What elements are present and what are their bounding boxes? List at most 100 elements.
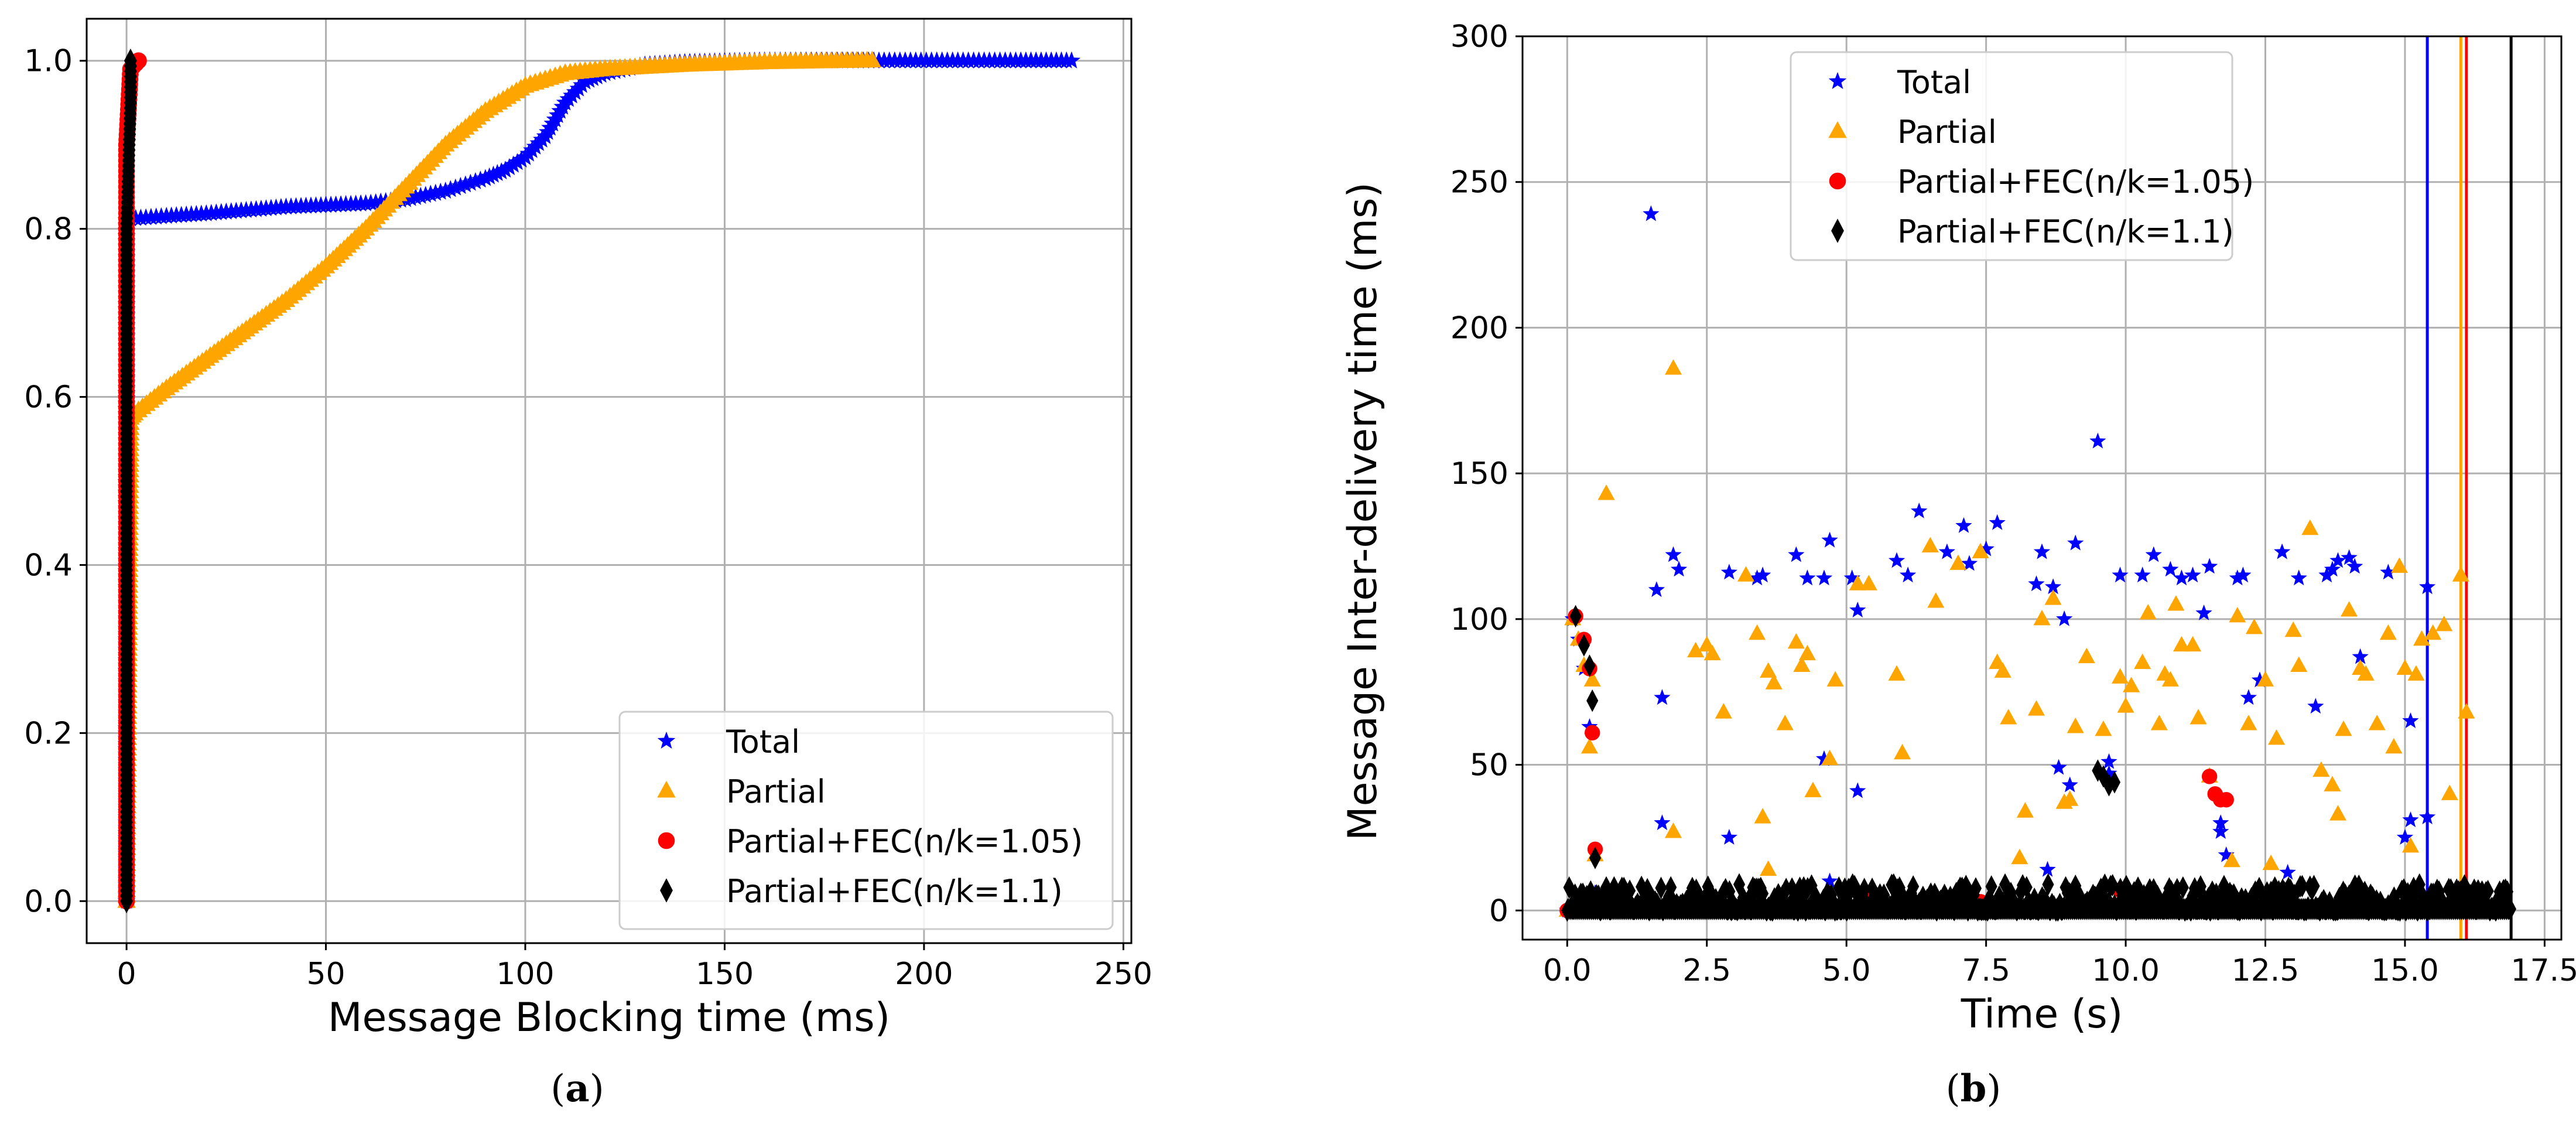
chart-b-point [2482,879,2494,903]
chart-b: 0.0 2.5 5.0 7.5 10.0 12.5 15.0 17.5 0 50 100 150 200… [1340,19,2576,1111]
chart-b-point [2011,848,2028,865]
chart-b-point [1664,822,1682,838]
chart-a-point [508,153,526,170]
chart-b-point [2368,715,2386,730]
chart-b-legend-marker [1828,71,1847,89]
chart-b-point [2274,543,2291,559]
chart-b-point [2162,561,2179,577]
chart-b-point [1911,502,1928,518]
chart-b-xtick-label: 10.0 [2092,953,2160,988]
chart-b-point [2177,876,2189,899]
chart-a-point [1062,51,1081,69]
chart-b-ticks: 0.0 2.5 5.0 7.5 10.0 12.5 15.0 17.5 0 50 100 150 200… [1451,19,2576,988]
chart-b-point [1754,808,1771,824]
chart-b-xtick-label: 17.5 [2510,953,2576,988]
chart-b-point [2380,564,2397,580]
chart-b-point [1888,665,1906,681]
chart-b-xtick-label: 5.0 [1822,953,1871,988]
chart-b-point [2324,561,2341,577]
chart-b-legend-marker [1831,219,1844,243]
chart-b-point [2312,761,2330,777]
chart-b-point [2210,882,2222,906]
chart-a-legend-label: Partial [726,773,826,810]
chart-b-point [1720,564,1737,580]
chart-b-legend-marker [1828,121,1847,138]
chart-b-point [1788,546,1805,562]
chart-a-point [504,155,522,173]
chart-b-ytick-label: 50 [1470,748,1508,783]
chart-b-point [2341,601,2358,617]
chart-a-legend-marker [660,878,673,903]
chart-b-point [2218,846,2235,862]
chart-a-legend: Total Partial Partial+FEC(n/k=1.05) Partial… [618,711,1114,930]
chart-a-point [496,161,515,178]
chart-b-point [1776,715,1794,730]
chart-b-point [1643,205,1660,221]
chart-a-point [863,50,882,68]
chart-a-point [512,150,531,168]
chart-b-point [2301,519,2319,535]
chart-b-point [1654,814,1671,831]
chart-a-legend-label: Partial+FEC(n/k=1.1) [726,873,1063,910]
chart-b-point [2335,721,2352,736]
chart-b-point [2296,875,2308,897]
chart-b-point [1569,605,1582,628]
chart-b-point [2352,648,2369,664]
chart-b-point [2268,729,2286,745]
chart-b-point [2396,659,2414,675]
chart-a-legend-marker [657,731,676,749]
chart-a-series-3 [120,48,137,914]
chart-b-point [1894,743,1911,760]
chart-b-point [2501,880,2514,903]
chart-b-point [2033,609,2051,626]
chart-b-point [2067,718,2084,733]
chart-a-caption: (a) [550,1067,604,1111]
chart-b-point [2229,569,2246,586]
chart-b-point [2112,566,2129,583]
chart-b-point [2235,566,2252,583]
chart-b-point [1655,876,1667,900]
chart-b-point [2056,610,2073,626]
chart-b-point [1978,540,1995,557]
chart-b-point [2212,814,2229,831]
chart-b-point [2504,897,2517,920]
chart-b-point [2190,709,2207,725]
chart-b-point [1702,875,1714,898]
chart-a-ytick-label: 0.2 [24,716,73,751]
chart-b-point [1585,880,1597,903]
chart-b-point [1955,517,1972,533]
chart-b-point [2095,721,2112,736]
chart-b-point [1665,546,1682,562]
chart-b-point [1826,671,1844,687]
chart-b-point [2284,621,2302,637]
chart-b-point [1815,569,1833,586]
chart-b-point [1843,569,1860,586]
chart-b-point [2161,671,2179,687]
chart-b-point [2173,569,2190,586]
chart-b-point [1927,592,1945,608]
chart-a-legend-box [618,711,1114,930]
chart-b-caption-letter: b [1961,1067,1987,1111]
chart-a-marks [117,48,1081,914]
chart-b-plot-area [1558,36,2517,940]
chart-b-point [2324,776,2341,791]
chart-b-point [1849,782,1866,798]
chart-b-point [1805,874,1818,897]
chart-b-point [1703,644,1721,661]
chart-b-point [1749,624,1766,640]
chart-b-point [1715,703,1732,719]
chart-b-series-4 [1561,873,2517,922]
chart-a: 0 50 100 150 200 250 0.0 0.2 0.4 0.6 0.8 1.0 Messag… [24,18,1152,1111]
chart-b-point [1670,561,1688,577]
chart-b-point [2458,703,2475,719]
chart-b-point [2251,671,2269,688]
chart-b-legend-label: Partial [1897,114,1997,151]
chart-b-point [1985,875,1997,898]
chart-b-ylabel: Message Inter-delivery time (ms) [1340,182,1386,841]
chart-b-point [1849,602,1866,617]
chart-b-point [2290,656,2308,672]
chart-b-xtick-label: 15.0 [2371,953,2439,988]
chart-a-xtick-label: 50 [306,957,345,992]
chart-b-point [2452,566,2469,582]
